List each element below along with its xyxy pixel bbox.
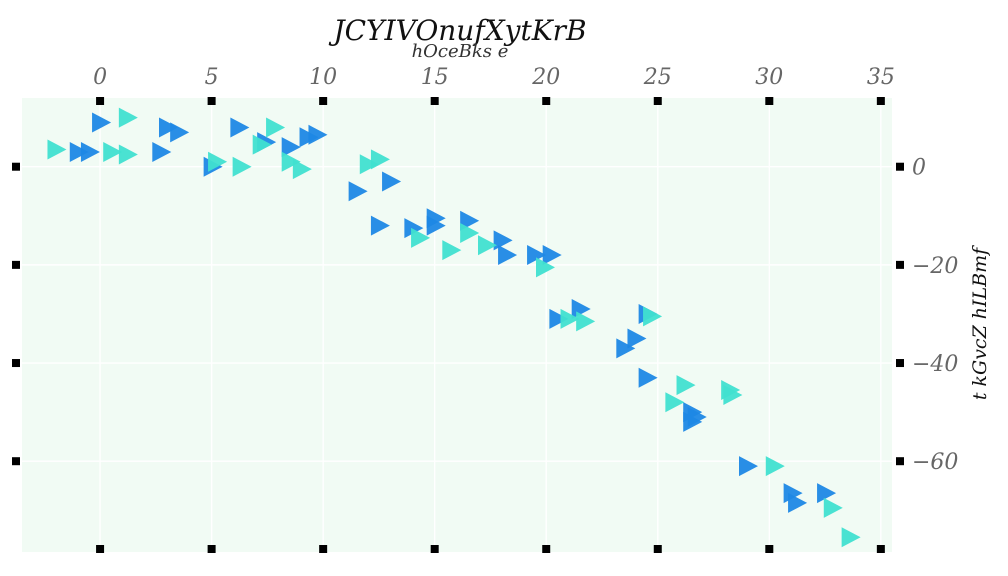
data-point-series-2 bbox=[359, 154, 379, 175]
data-point-series-2 bbox=[266, 117, 286, 138]
data-point-series-2 bbox=[442, 240, 462, 261]
x-tick-label: 20 bbox=[531, 65, 560, 90]
data-point-series-2 bbox=[103, 141, 123, 162]
x-tick-mark-bottom bbox=[319, 545, 328, 553]
data-point-series-2 bbox=[723, 384, 743, 405]
data-point-series-1 bbox=[788, 492, 808, 513]
data-point-series-1 bbox=[683, 411, 703, 432]
plot-area bbox=[22, 98, 892, 552]
x-tick-mark-bottom bbox=[207, 545, 216, 553]
data-point-series-1 bbox=[170, 122, 190, 143]
y-tick-mark-left bbox=[12, 359, 20, 368]
x-tick-label: 0 bbox=[93, 65, 107, 90]
x-tick-mark-bottom bbox=[542, 545, 551, 553]
x-tick-label: 25 bbox=[643, 65, 672, 90]
data-point-series-2 bbox=[676, 375, 696, 396]
y-tick-mark-left bbox=[12, 457, 20, 466]
y-tick-label: −40 bbox=[912, 352, 958, 377]
data-markers bbox=[47, 107, 861, 548]
x-tick-mark-bottom bbox=[430, 545, 439, 553]
x-tick-mark-top bbox=[765, 97, 774, 105]
data-point-series-1 bbox=[382, 171, 402, 192]
data-point-series-1 bbox=[542, 245, 562, 266]
x-tick-mark-bottom bbox=[876, 545, 885, 553]
data-point-series-2 bbox=[118, 107, 138, 128]
data-point-series-2 bbox=[118, 144, 138, 165]
data-point-series-2 bbox=[47, 139, 67, 160]
data-point-series-2 bbox=[643, 306, 663, 327]
x-tick-mark-top bbox=[876, 97, 885, 105]
data-point-series-1 bbox=[627, 328, 647, 349]
y-tick-mark-right bbox=[896, 260, 904, 269]
data-point-series-2 bbox=[411, 227, 431, 248]
data-point-series-2 bbox=[208, 151, 228, 172]
data-point-series-1 bbox=[498, 245, 518, 266]
data-point-series-1 bbox=[308, 124, 328, 145]
data-point-series-2 bbox=[281, 151, 301, 172]
data-point-series-2 bbox=[765, 456, 785, 477]
y-axis-label: t kGvcZ hILBmf bbox=[969, 245, 991, 400]
grid-lines bbox=[22, 98, 892, 552]
y-tick-label: −60 bbox=[912, 450, 958, 475]
x-tick-label: 35 bbox=[867, 65, 895, 90]
y-tick-mark-right bbox=[896, 359, 904, 368]
y-tick-mark-right bbox=[896, 457, 904, 466]
data-point-series-2 bbox=[252, 134, 272, 155]
y-tick-mark-left bbox=[12, 162, 20, 171]
x-tick-mark-bottom bbox=[765, 545, 774, 553]
x-tick-label: 30 bbox=[755, 65, 783, 90]
x-tick-mark-top bbox=[542, 97, 551, 105]
axis-ticks: 0 5 10 15 20 25 30 35 0 −20 −40 −60 bbox=[12, 65, 958, 553]
data-point-series-2 bbox=[460, 222, 480, 243]
x-tick-mark-top bbox=[653, 97, 662, 105]
data-point-series-1 bbox=[92, 112, 112, 133]
data-point-series-1 bbox=[80, 141, 100, 162]
x-tick-mark-top bbox=[96, 97, 105, 105]
plot-background bbox=[22, 98, 892, 552]
data-point-series-2 bbox=[560, 308, 580, 329]
data-point-series-1 bbox=[69, 141, 89, 162]
data-point-series-2 bbox=[478, 235, 497, 256]
data-point-series-1 bbox=[348, 181, 368, 202]
data-point-series-1 bbox=[230, 117, 250, 138]
chart-title: JCYIVOnufXytKrB bbox=[328, 14, 586, 47]
data-point-series-2 bbox=[292, 159, 312, 180]
data-point-series-1 bbox=[527, 245, 547, 266]
data-point-series-2 bbox=[232, 156, 252, 177]
data-point-series-2 bbox=[665, 392, 685, 413]
x-tick-mark-bottom bbox=[653, 545, 662, 553]
data-point-series-1 bbox=[549, 308, 569, 329]
x-tick-mark-top bbox=[207, 97, 216, 105]
chart-subtitle: hOceBks e bbox=[412, 41, 509, 62]
x-tick-label: 10 bbox=[309, 65, 337, 90]
data-point-series-1 bbox=[638, 367, 658, 388]
data-point-series-1 bbox=[152, 141, 172, 162]
data-point-series-1 bbox=[426, 215, 446, 236]
x-tick-mark-top bbox=[430, 97, 439, 105]
data-point-series-2 bbox=[536, 257, 555, 278]
data-point-series-1 bbox=[281, 137, 301, 158]
data-point-series-2 bbox=[823, 497, 843, 518]
data-point-series-2 bbox=[576, 311, 596, 332]
y-tick-mark-left bbox=[12, 260, 20, 269]
data-point-series-2 bbox=[370, 149, 390, 170]
data-point-series-1 bbox=[817, 483, 837, 504]
x-tick-mark-bottom bbox=[96, 545, 105, 553]
y-tick-label: 0 bbox=[912, 156, 926, 181]
y-tick-label: −20 bbox=[912, 254, 958, 279]
data-point-series-1 bbox=[616, 338, 636, 359]
data-point-series-1 bbox=[404, 218, 424, 239]
data-point-series-1 bbox=[739, 456, 758, 477]
x-tick-label: 5 bbox=[205, 65, 219, 90]
x-tick-label: 15 bbox=[421, 65, 449, 90]
y-tick-mark-right bbox=[896, 162, 904, 171]
data-point-series-1 bbox=[159, 117, 178, 138]
x-tick-mark-top bbox=[319, 97, 328, 105]
data-point-series-1 bbox=[370, 215, 390, 236]
data-point-series-2 bbox=[841, 527, 861, 548]
